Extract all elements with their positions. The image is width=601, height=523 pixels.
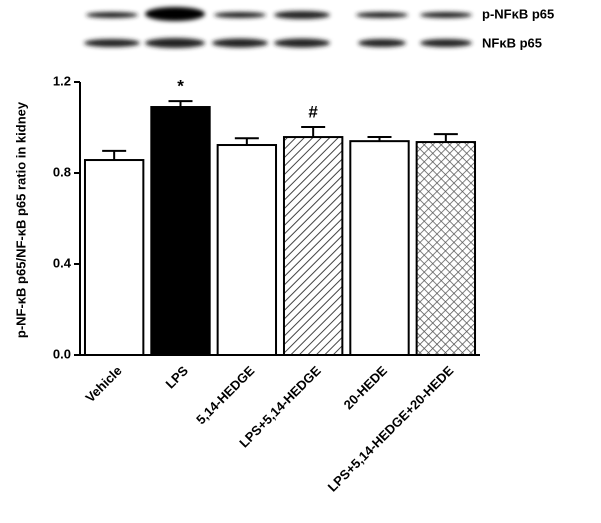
significance-mark: * — [177, 77, 184, 96]
x-tick-label: LPS+5,14-HEDGE+20-HEDE — [325, 363, 457, 495]
bar — [349, 140, 410, 356]
bar — [216, 144, 278, 356]
blot-label: p-NFκB p65 — [482, 6, 554, 21]
x-tick-label: 20-HEDE — [341, 363, 391, 413]
x-tick-label: Vehicle — [82, 363, 124, 405]
blot-label: NFκB p65 — [482, 35, 542, 50]
bar — [415, 141, 477, 356]
bar — [282, 136, 344, 356]
western-blot — [84, 7, 472, 48]
x-tick-label: 5,14-HEDGE — [193, 363, 257, 427]
y-tick-label: 0.8 — [53, 164, 71, 179]
y-tick-label: 0.4 — [53, 255, 72, 270]
y-tick-label: 1.2 — [53, 73, 71, 88]
y-tick-label: 0.0 — [53, 346, 71, 361]
significance-mark: # — [308, 103, 318, 122]
bar — [83, 159, 145, 356]
bar — [150, 106, 211, 357]
x-tick-label: LPS — [163, 363, 192, 392]
y-axis-label: p-NF-κB p65/NF-κB p65 ratio in kidney — [13, 101, 28, 338]
